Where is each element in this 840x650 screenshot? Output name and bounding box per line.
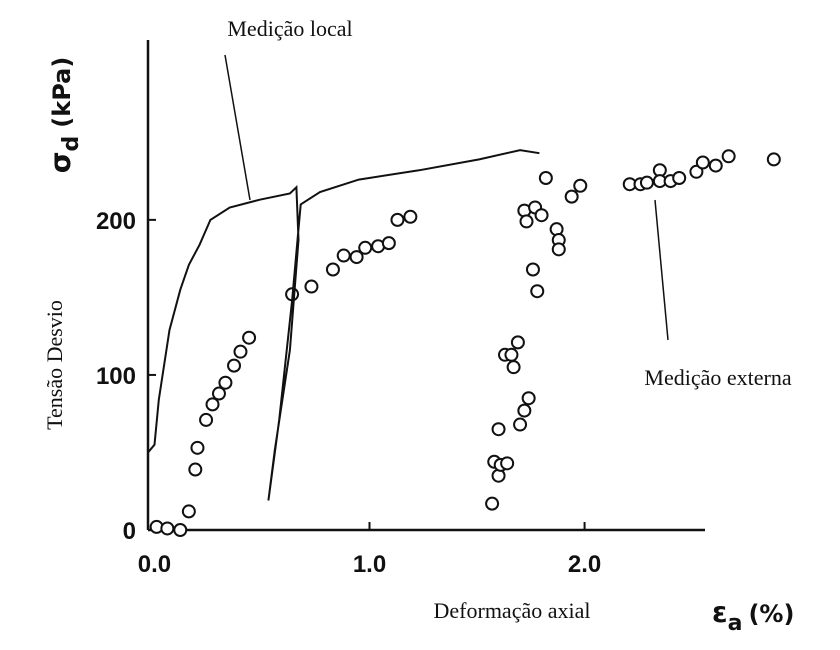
point — [525, 262, 540, 277]
x-label-subscript: a — [728, 611, 743, 636]
annotation: Medição externa — [644, 365, 791, 390]
point — [573, 178, 588, 193]
x-label-symbol: ε — [712, 596, 728, 629]
point — [190, 440, 205, 455]
x-tick-label: 1.0 — [353, 551, 386, 578]
y-label-subscript: d — [59, 136, 84, 152]
point — [233, 344, 248, 359]
point — [358, 240, 373, 255]
point — [517, 403, 532, 418]
point — [534, 208, 549, 223]
point — [349, 250, 364, 265]
x-axis-label: Deformação axial — [434, 598, 591, 623]
point — [530, 284, 545, 299]
line — [147, 149, 540, 501]
point — [721, 149, 736, 164]
point — [325, 262, 340, 277]
annotation: Medição local — [227, 16, 352, 41]
point — [672, 171, 687, 186]
x-axis-symbol: εa (%) — [712, 596, 794, 636]
point — [336, 248, 351, 263]
point — [160, 521, 175, 536]
y-axis-label: σd (kPa) — [44, 57, 84, 174]
y-tick-label: 100 — [96, 363, 136, 390]
point — [199, 412, 214, 427]
point — [639, 175, 654, 190]
point — [304, 279, 319, 294]
point — [551, 242, 566, 257]
point — [510, 335, 525, 350]
point — [211, 386, 226, 401]
y-label-symbol: σ — [44, 151, 77, 173]
point — [491, 422, 506, 437]
point — [538, 171, 553, 186]
point — [513, 417, 528, 432]
point — [695, 155, 710, 170]
point — [227, 358, 242, 373]
point — [689, 164, 704, 179]
point — [506, 360, 521, 375]
x-tick-label: 0.0 — [138, 551, 171, 578]
point — [766, 152, 781, 167]
point — [173, 523, 188, 537]
x-tick-label: 2.0 — [568, 551, 601, 578]
point — [564, 189, 579, 204]
point — [381, 236, 396, 251]
point — [181, 504, 196, 519]
point — [500, 456, 515, 471]
y-tick-label: 200 — [96, 208, 136, 235]
y-axis-title: Tensão Desvio — [42, 300, 67, 430]
annotation-leader — [224, 54, 251, 201]
x-label-unit: (%) — [748, 600, 794, 628]
point — [504, 347, 519, 362]
point — [218, 375, 233, 390]
point — [403, 209, 418, 224]
y-label-unit: (kPa) — [48, 57, 76, 128]
point — [519, 214, 534, 229]
point — [708, 158, 723, 173]
y-tick-label: 0 — [123, 518, 136, 545]
point — [242, 330, 257, 345]
point — [485, 496, 500, 511]
point — [390, 212, 405, 227]
point — [521, 391, 536, 406]
point — [205, 397, 220, 412]
annotation-leader — [654, 199, 669, 341]
point — [188, 462, 203, 477]
